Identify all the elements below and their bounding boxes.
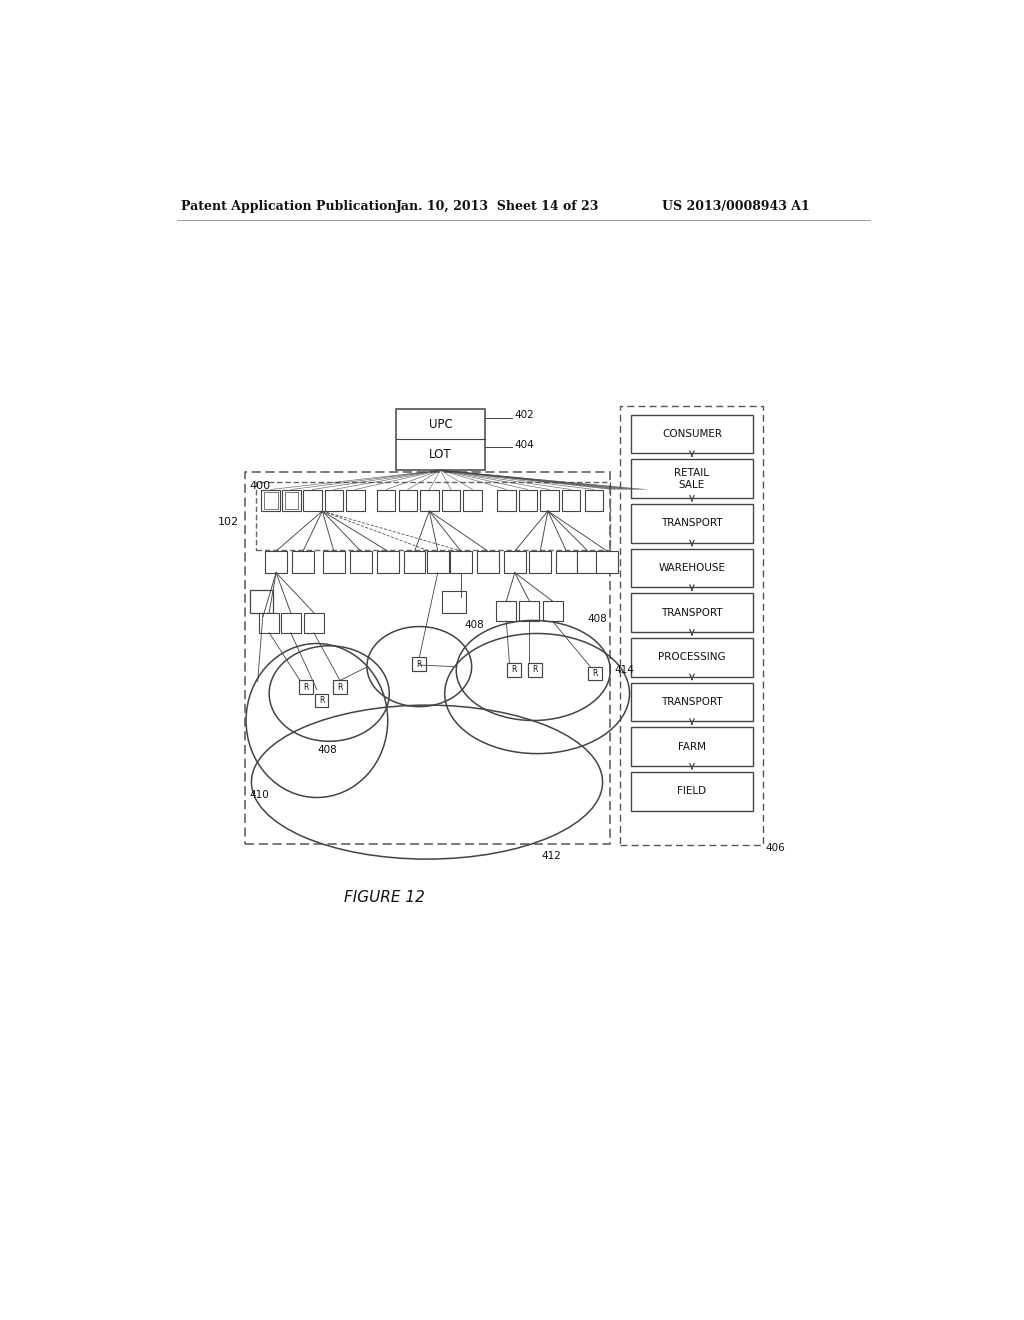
Bar (518, 490, 538, 511)
Text: 408: 408 (317, 744, 338, 755)
Bar (596, 552, 617, 573)
Text: LOT: LOT (429, 449, 452, 462)
Text: 102: 102 (217, 517, 239, 528)
Text: Jan. 10, 2013  Sheet 14 of 23: Jan. 10, 2013 Sheet 14 of 23 (396, 199, 600, 213)
Text: R: R (318, 696, 325, 705)
Text: WAREHOUSE: WAREHOUSE (658, 564, 725, 573)
Bar (529, 552, 551, 573)
Text: R: R (511, 665, 517, 675)
Text: US 2013/0008943 A1: US 2013/0008943 A1 (662, 199, 810, 213)
Text: FARM: FARM (678, 742, 706, 751)
Text: CONSUMER: CONSUMER (662, 429, 722, 440)
Bar (541, 490, 559, 511)
Text: 408: 408 (464, 620, 483, 631)
Bar (631, 682, 753, 721)
Bar (463, 490, 481, 511)
Bar (451, 552, 472, 573)
Bar (588, 667, 602, 681)
Bar (259, 612, 280, 632)
Bar (261, 490, 280, 511)
Text: 414: 414 (614, 665, 634, 676)
Bar (631, 549, 753, 587)
Text: R: R (532, 665, 538, 675)
Text: 404: 404 (514, 440, 534, 450)
Bar (292, 552, 313, 573)
Bar (314, 693, 329, 708)
Bar (497, 490, 515, 511)
Bar (403, 552, 425, 573)
Text: TRANSPORT: TRANSPORT (662, 519, 723, 528)
Bar (477, 552, 499, 573)
Bar (256, 482, 610, 549)
Bar (265, 552, 287, 573)
Text: TRANSPORT: TRANSPORT (662, 607, 723, 618)
Bar (350, 552, 372, 573)
Bar (283, 490, 301, 511)
Bar (325, 490, 343, 511)
Bar (413, 657, 426, 671)
Text: 410: 410 (250, 789, 269, 800)
Bar (264, 492, 278, 508)
Text: RETAIL
SALE: RETAIL SALE (675, 467, 710, 490)
Bar (304, 612, 324, 632)
Bar (621, 407, 763, 845)
Bar (631, 459, 753, 498)
Text: 412: 412 (541, 851, 561, 862)
Bar (442, 591, 466, 612)
Bar (285, 492, 298, 508)
Text: 400: 400 (249, 480, 270, 491)
Text: PROCESSING: PROCESSING (658, 652, 726, 663)
Text: Patent Application Publication: Patent Application Publication (180, 199, 396, 213)
Bar (556, 552, 578, 573)
Bar (504, 552, 525, 573)
Text: FIELD: FIELD (677, 787, 707, 796)
Bar (631, 504, 753, 543)
Bar (631, 638, 753, 677)
Bar (519, 601, 540, 622)
Text: FIGURE 12: FIGURE 12 (344, 890, 425, 906)
Text: R: R (337, 682, 343, 692)
Bar (631, 414, 753, 453)
Text: R: R (303, 682, 309, 692)
Bar (507, 663, 521, 677)
Bar (323, 552, 345, 573)
Bar (528, 663, 542, 677)
Bar (377, 490, 395, 511)
Bar (396, 409, 484, 470)
Text: R: R (592, 669, 598, 678)
Text: TRANSPORT: TRANSPORT (662, 697, 723, 708)
Text: 406: 406 (766, 843, 785, 853)
Text: UPC: UPC (429, 417, 453, 430)
Text: 402: 402 (514, 409, 534, 420)
Bar (543, 601, 562, 622)
Bar (377, 552, 398, 573)
Bar (281, 612, 301, 632)
Bar (420, 490, 438, 511)
Bar (497, 601, 516, 622)
Bar (245, 471, 610, 843)
Bar (398, 490, 417, 511)
Bar (303, 490, 322, 511)
Bar (562, 490, 581, 511)
Bar (441, 490, 460, 511)
Bar (585, 490, 603, 511)
Bar (427, 552, 449, 573)
Bar (333, 681, 347, 694)
Bar (346, 490, 365, 511)
Text: 408: 408 (587, 614, 607, 624)
Text: R: R (417, 660, 422, 669)
Bar (299, 681, 313, 694)
Bar (631, 594, 753, 632)
Bar (250, 590, 273, 614)
Bar (631, 772, 753, 810)
Bar (631, 727, 753, 766)
Bar (578, 552, 599, 573)
